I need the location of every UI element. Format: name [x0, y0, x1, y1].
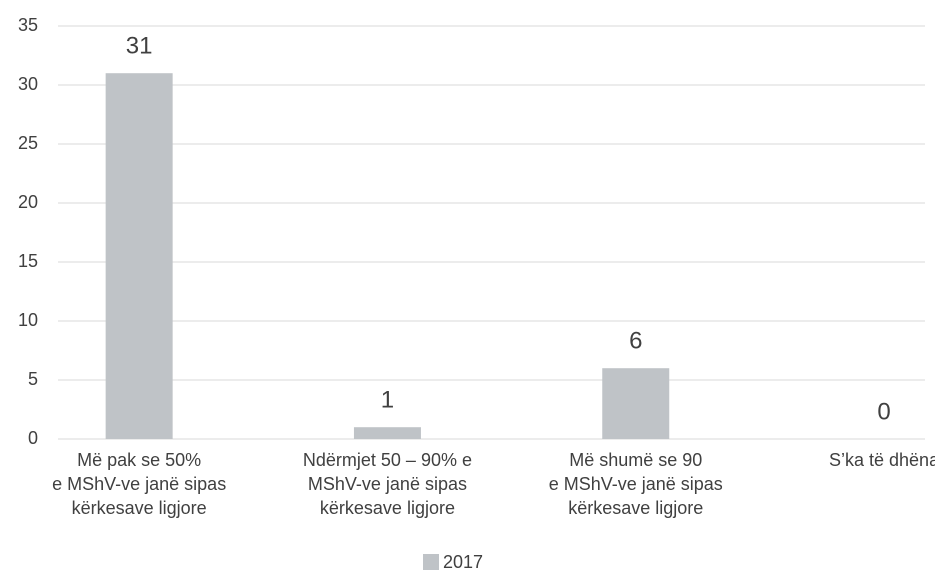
- bar: [353, 427, 421, 439]
- bar: [602, 368, 670, 439]
- legend-label: 2017: [443, 552, 483, 572]
- x-tick-label: S’ka të dhëna: [829, 450, 935, 470]
- value-label: 31: [126, 33, 153, 60]
- x-tick-line: Ndërmjet 50 – 90% e: [303, 450, 472, 470]
- x-tick-line: kërkesave ligjore: [568, 498, 703, 518]
- x-tick-label: Ndërmjet 50 – 90% e MShV-ve janë sipas kër…: [303, 450, 472, 518]
- y-tick-label: 10: [18, 310, 38, 330]
- bar: [105, 73, 173, 439]
- legend-swatch: [423, 554, 439, 570]
- y-tick-label: 15: [18, 251, 38, 271]
- x-tick-label: Më shumë se 90 e MShV-ve janë sipas kërkes…: [549, 450, 723, 518]
- y-tick-label: 35: [18, 15, 38, 35]
- y-tick-label: 25: [18, 133, 38, 153]
- x-tick-line: Më shumë se 90: [569, 450, 702, 470]
- x-tick-line: MShV-ve janë sipas: [308, 474, 467, 494]
- y-tick-label: 20: [18, 192, 38, 212]
- value-label: 6: [629, 328, 642, 355]
- x-tick-line: kërkesave ligjore: [72, 498, 207, 518]
- y-tick-label: 5: [28, 369, 38, 389]
- x-tick-label: Më pak se 50% e MShV-ve janë sipas kërkesa…: [52, 450, 226, 518]
- value-label: 1: [381, 387, 394, 414]
- x-tick-line: S’ka të dhëna: [829, 450, 935, 470]
- y-tick-label: 30: [18, 74, 38, 94]
- x-tick-line: Më pak se 50%: [77, 450, 201, 470]
- x-tick-line: e MShV-ve janë sipas: [52, 474, 226, 494]
- x-tick-line: kërkesave ligjore: [320, 498, 455, 518]
- value-label: 0: [877, 398, 890, 425]
- y-tick-label: 0: [28, 428, 38, 448]
- x-tick-line: e MShV-ve janë sipas: [549, 474, 723, 494]
